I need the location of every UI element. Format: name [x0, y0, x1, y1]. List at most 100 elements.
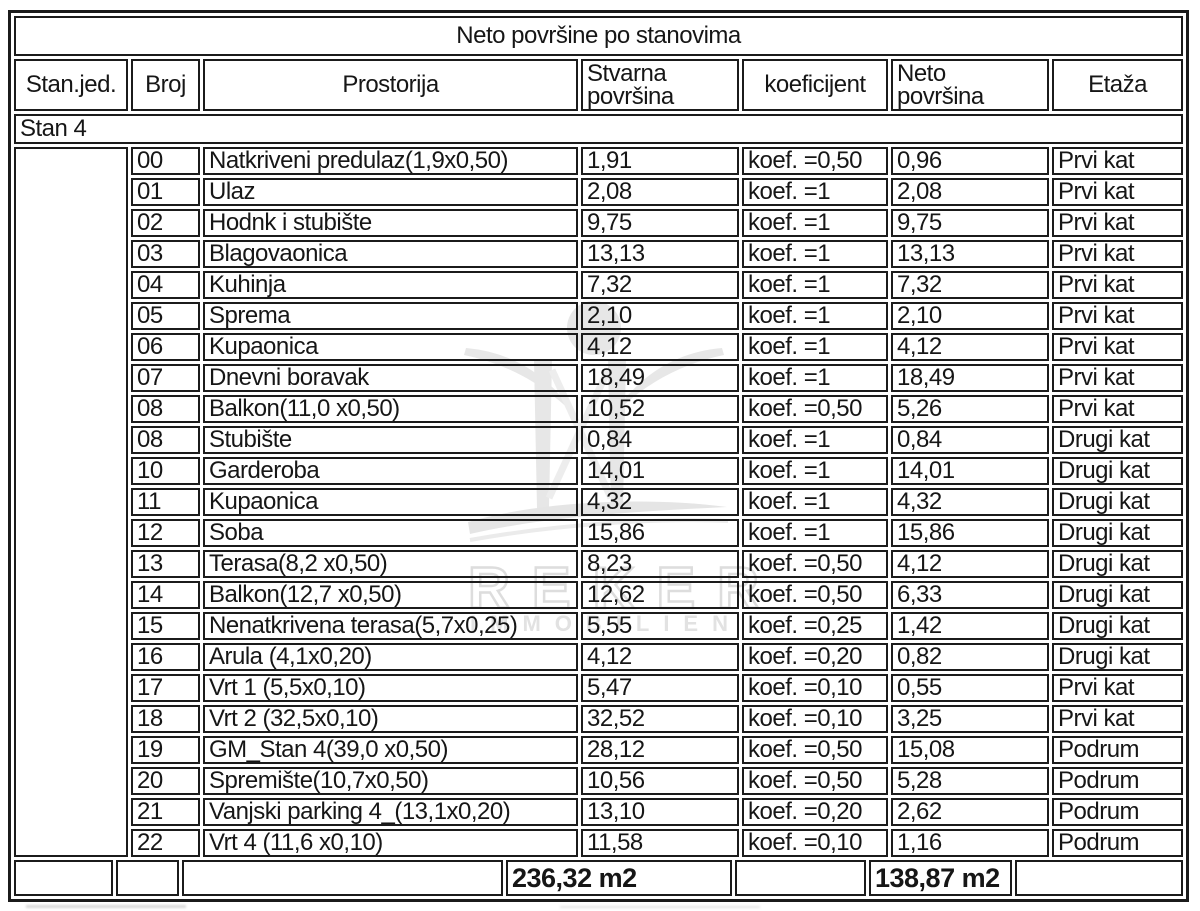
- cell-broj: 21: [131, 798, 200, 826]
- cell-etaza: Drugi kat: [1052, 426, 1184, 454]
- cell-etaza: Drugi kat: [1052, 581, 1184, 609]
- cell-prostorija: Blagovaonica: [203, 240, 578, 268]
- cell-stvarna-povrsina: 2,08: [581, 178, 739, 206]
- cell-etaza: Prvi kat: [1052, 240, 1184, 268]
- cell-broj: 11: [131, 488, 200, 516]
- cell-stvarna-povrsina: 32,52: [581, 705, 739, 733]
- cell-etaza: Drugi kat: [1052, 643, 1184, 671]
- column-header-koeficijent: koeficijent: [742, 59, 888, 111]
- table-row: 14 Balkon(12,7 x0,50) 12,62 koef. =0,50 …: [14, 581, 1184, 609]
- cell-neto-povrsina: 15,08: [891, 736, 1049, 764]
- header-line: Stvarna: [587, 60, 667, 87]
- cell-prostorija: Nenatkrivena terasa(5,7x0,25): [203, 612, 578, 640]
- cell-stvarna-povrsina: 5,55: [581, 612, 739, 640]
- cell-etaza: Drugi kat: [1052, 457, 1184, 485]
- cell-broj: 22: [131, 829, 200, 857]
- cell-neto-povrsina: 0,84: [891, 426, 1049, 454]
- cell-koeficijent: koef. =1: [742, 240, 888, 268]
- cell-etaza: Drugi kat: [1052, 488, 1184, 516]
- cell-prostorija: Spremište(10,7x0,50): [203, 767, 578, 795]
- cell-neto-povrsina: 13,13: [891, 240, 1049, 268]
- cell-neto-povrsina: 4,32: [891, 488, 1049, 516]
- cell-koeficijent: koef. =1: [742, 426, 888, 454]
- cell-neto-povrsina: 18,49: [891, 364, 1049, 392]
- column-header-stan-jed: Stan.jed.: [14, 59, 128, 111]
- cell-koeficijent: koef. =1: [742, 364, 888, 392]
- header-line: površina: [587, 83, 674, 110]
- table-row: 13 Terasa(8,2 x0,50) 8,23 koef. =0,50 4,…: [14, 550, 1184, 578]
- cell-stvarna-povrsina: 4,32: [581, 488, 739, 516]
- cell-etaza: Prvi kat: [1052, 333, 1184, 361]
- section-row: Stan 4: [14, 114, 1184, 144]
- cell-neto-povrsina: 4,12: [891, 333, 1049, 361]
- cell-stvarna-povrsina: 4,12: [581, 333, 739, 361]
- cell-stvarna-povrsina: 1,91: [581, 147, 739, 175]
- cell-prostorija: Sprema: [203, 302, 578, 330]
- cell-stvarna-povrsina: 14,01: [581, 457, 739, 485]
- column-header-prostorija: Prostorija: [203, 59, 578, 111]
- column-header-neto-povrsina: Neto površina: [891, 59, 1049, 111]
- table-row: 08 Balkon(11,0 x0,50) 10,52 koef. =0,50 …: [14, 395, 1184, 423]
- cell-koeficijent: koef. =1: [742, 271, 888, 299]
- cell-prostorija: Garderoba: [203, 457, 578, 485]
- cell-neto-povrsina: 0,96: [891, 147, 1049, 175]
- table-row: 06 Kupaonica 4,12 koef. =1 4,12 Prvi kat: [14, 333, 1184, 361]
- total-empty-stan-jed: [14, 860, 113, 896]
- cell-stvarna-povrsina: 2,10: [581, 302, 739, 330]
- section-label-stan-4: Stan 4: [14, 114, 1184, 144]
- cell-neto-povrsina: 0,82: [891, 643, 1049, 671]
- header-line: površina: [897, 83, 984, 110]
- cell-stvarna-povrsina: 8,23: [581, 550, 739, 578]
- cell-stvarna-povrsina: 10,56: [581, 767, 739, 795]
- cell-koeficijent: koef. =1: [742, 209, 888, 237]
- table-row: 03 Blagovaonica 13,13 koef. =1 13,13 Prv…: [14, 240, 1184, 268]
- stan-jed-merged-cell: [14, 147, 128, 857]
- cell-broj: 08: [131, 395, 200, 423]
- cell-etaza: Prvi kat: [1052, 395, 1184, 423]
- cell-stvarna-povrsina: 15,86: [581, 519, 739, 547]
- cell-etaza: Prvi kat: [1052, 147, 1184, 175]
- cell-neto-povrsina: 5,26: [891, 395, 1049, 423]
- table-row: 04 Kuhinja 7,32 koef. =1 7,32 Prvi kat: [14, 271, 1184, 299]
- cell-neto-povrsina: 5,28: [891, 767, 1049, 795]
- cell-broj: 02: [131, 209, 200, 237]
- cell-broj: 01: [131, 178, 200, 206]
- column-header-stvarna-povrsina: Stvarna površina: [581, 59, 739, 111]
- cell-prostorija: Dnevni boravak: [203, 364, 578, 392]
- total-empty-broj: [116, 860, 179, 896]
- table-row: 17 Vrt 1 (5,5x0,10) 5,47 koef. =0,10 0,5…: [14, 674, 1184, 702]
- cell-neto-povrsina: 4,12: [891, 550, 1049, 578]
- cell-etaza: Prvi kat: [1052, 271, 1184, 299]
- cell-stvarna-povrsina: 11,58: [581, 829, 739, 857]
- cell-prostorija: Kupaonica: [203, 333, 578, 361]
- total-empty-koeficijent: [735, 860, 866, 896]
- cell-etaza: Podrum: [1052, 736, 1184, 764]
- cell-koeficijent: koef. =0,20: [742, 643, 888, 671]
- cell-broj: 18: [131, 705, 200, 733]
- cell-prostorija: GM_Stan 4(39,0 x0,50): [203, 736, 578, 764]
- cell-koeficijent: koef. =0,50: [742, 395, 888, 423]
- cell-prostorija: Balkon(11,0 x0,50): [203, 395, 578, 423]
- table-row: 22 Vrt 4 (11,6 x0,10) 11,58 koef. =0,10 …: [14, 829, 1184, 857]
- cell-neto-povrsina: 6,33: [891, 581, 1049, 609]
- cell-etaza: Prvi kat: [1052, 209, 1184, 237]
- cell-stvarna-povrsina: 5,47: [581, 674, 739, 702]
- cell-stvarna-povrsina: 0,84: [581, 426, 739, 454]
- column-header-broj: Broj: [131, 59, 200, 111]
- table-row: 18 Vrt 2 (32,5x0,10) 32,52 koef. =0,10 3…: [14, 705, 1184, 733]
- cell-etaza: Prvi kat: [1052, 674, 1184, 702]
- cell-koeficijent: koef. =0,20: [742, 798, 888, 826]
- cell-broj: 07: [131, 364, 200, 392]
- cell-neto-povrsina: 9,75: [891, 209, 1049, 237]
- cell-etaza: Podrum: [1052, 829, 1184, 857]
- cell-koeficijent: koef. =0,50: [742, 767, 888, 795]
- header-line: Neto: [897, 60, 946, 87]
- cell-broj: 17: [131, 674, 200, 702]
- cell-etaza: Prvi kat: [1052, 705, 1184, 733]
- table-row: 16 Arula (4,1x0,20) 4,12 koef. =0,20 0,8…: [14, 643, 1184, 671]
- cell-broj: 08: [131, 426, 200, 454]
- cell-broj: 10: [131, 457, 200, 485]
- cell-etaza: Podrum: [1052, 798, 1184, 826]
- cell-prostorija: Ulaz: [203, 178, 578, 206]
- cell-etaza: Prvi kat: [1052, 178, 1184, 206]
